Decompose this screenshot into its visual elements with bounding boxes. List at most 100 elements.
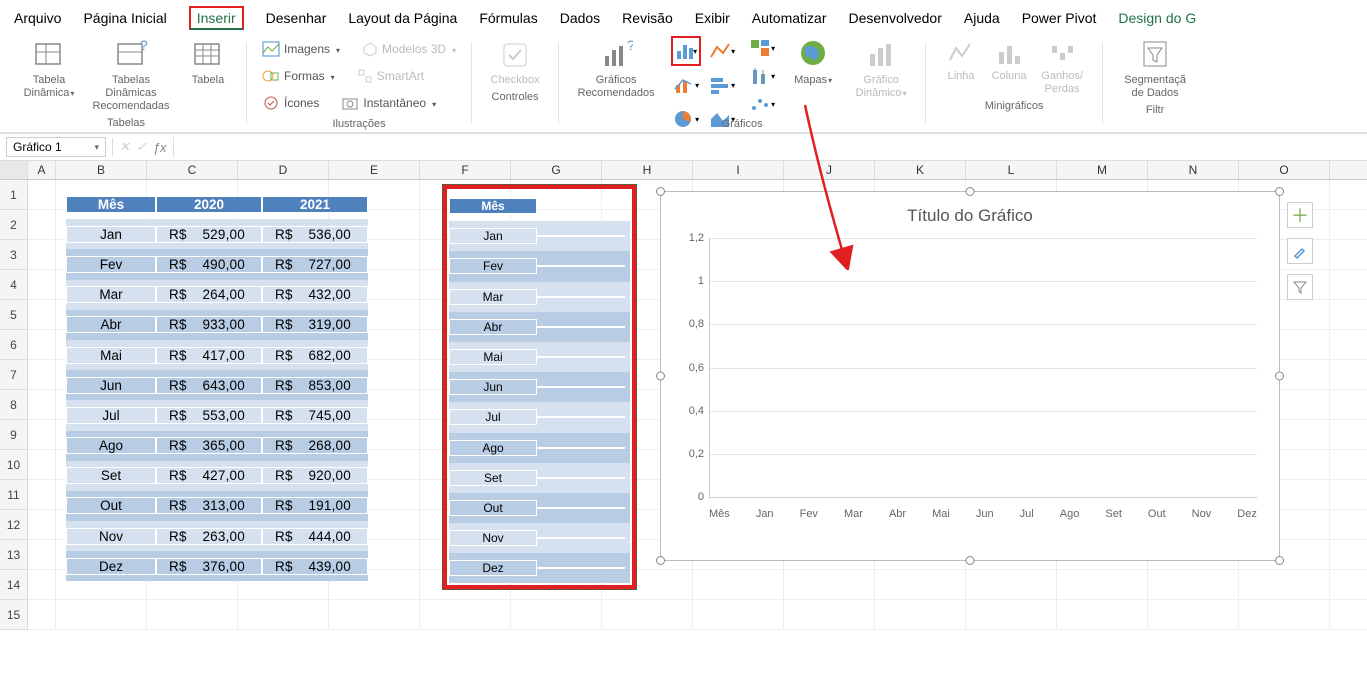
graficos-recomendados-button[interactable]: ? Gráficos Recomendados [571, 36, 661, 102]
segmentacao-button[interactable]: Segmentaçã de Dados [1115, 36, 1195, 102]
pie-chart-icon[interactable]: ▾ [671, 104, 701, 134]
stat-chart-icon[interactable]: ▾ [747, 64, 777, 88]
instantaneo-button[interactable]: Instantâneo [338, 93, 439, 113]
tab-inserir[interactable]: Inserir [189, 6, 244, 30]
chart-plot-area[interactable]: 00,20,40,60,811,2 [709, 238, 1257, 498]
tab-exibir[interactable]: Exibir [695, 10, 730, 26]
group-label: Filtr [1146, 104, 1164, 116]
col-header[interactable]: A [28, 161, 56, 179]
tab-arquivo[interactable]: Arquivo [14, 10, 61, 26]
tab-dados[interactable]: Dados [560, 10, 600, 26]
resize-handle[interactable] [966, 187, 975, 196]
col-header[interactable]: N [1148, 161, 1239, 179]
tab-desenhar[interactable]: Desenhar [266, 10, 327, 26]
row-header[interactable]: 14 [0, 570, 28, 600]
resize-handle[interactable] [1275, 556, 1284, 565]
resize-handle[interactable] [656, 187, 665, 196]
td: R$ 920,00 [262, 467, 368, 484]
td: Set [66, 467, 156, 484]
col-header[interactable]: K [875, 161, 966, 179]
col-header[interactable]: E [329, 161, 420, 179]
tabelas-dinamicas-rec-button[interactable]: ? Tabelas Dinâmicas Recomendadas [80, 36, 182, 115]
tabela-dinamica-button[interactable]: Tabela Dinâmica [18, 36, 80, 102]
line-chart-icon[interactable]: ▾ [707, 36, 737, 66]
col-header[interactable]: P [1330, 161, 1367, 179]
col-header[interactable]: J [784, 161, 875, 179]
chart-elements-button[interactable]: ＋ [1287, 202, 1313, 228]
row-header[interactable]: 8 [0, 390, 28, 420]
chart-object[interactable]: Título do Gráfico 00,20,40,60,811,2 MêsJ… [660, 191, 1280, 561]
row-header[interactable]: 15 [0, 600, 28, 630]
checkbox-button[interactable]: Checkbox [484, 36, 546, 89]
resize-handle[interactable] [1275, 187, 1284, 196]
tab-desenvolvedor[interactable]: Desenvolvedor [848, 10, 941, 26]
td: R$ 682,00 [262, 347, 368, 364]
tab-design[interactable]: Design do G [1118, 10, 1196, 26]
th: Mês [449, 198, 537, 214]
td [537, 356, 625, 358]
resize-handle[interactable] [966, 556, 975, 565]
bar-chart-icon[interactable]: ▾ [707, 70, 737, 100]
resize-handle[interactable] [1275, 372, 1284, 381]
td [537, 447, 625, 449]
tab-layout[interactable]: Layout da Página [348, 10, 457, 26]
resize-handle[interactable] [656, 556, 665, 565]
combo-chart-icon[interactable]: ▾ [671, 70, 701, 100]
col-header[interactable]: D [238, 161, 329, 179]
scatter-chart-icon[interactable]: ▾ [747, 92, 777, 116]
row-header[interactable]: 9 [0, 420, 28, 450]
row-header[interactable]: 7 [0, 360, 28, 390]
tab-pagina-inicial[interactable]: Página Inicial [83, 10, 166, 26]
chart-title[interactable]: Título do Gráfico [661, 206, 1279, 226]
col-header[interactable]: O [1239, 161, 1330, 179]
formas-button[interactable]: Formas [259, 66, 338, 86]
sparkline-winloss-button[interactable]: Ganhos/ Perdas [1034, 36, 1090, 98]
resize-handle[interactable] [656, 372, 665, 381]
formula-bar[interactable] [173, 137, 1361, 157]
col-header[interactable]: M [1057, 161, 1148, 179]
col-header[interactable]: L [966, 161, 1057, 179]
row-header[interactable]: 4 [0, 270, 28, 300]
row-header[interactable]: 1 [0, 180, 28, 210]
tab-ajuda[interactable]: Ajuda [964, 10, 1000, 26]
row-header[interactable]: 11 [0, 480, 28, 510]
grafico-dinamico-button[interactable]: Gráfico Dinâmico [849, 36, 913, 102]
td: Jun [449, 379, 537, 395]
col-header[interactable]: I [693, 161, 784, 179]
chart-filter-button[interactable] [1287, 274, 1313, 300]
tab-revisao[interactable]: Revisão [622, 10, 673, 26]
tab-automatizar[interactable]: Automatizar [752, 10, 827, 26]
formula-buttons[interactable]: ✕✓ƒx [119, 139, 167, 155]
col-header[interactable]: C [147, 161, 238, 179]
row-header[interactable]: 3 [0, 240, 28, 270]
row-header[interactable]: 12 [0, 510, 28, 540]
sparkline-line-button[interactable]: Linha [938, 36, 984, 85]
row-header[interactable]: 13 [0, 540, 28, 570]
sparkline-col-button[interactable]: Coluna [984, 36, 1034, 85]
name-box[interactable]: Gráfico 1 [6, 137, 106, 157]
smartart-button[interactable]: SmartArt [354, 66, 427, 86]
row-header[interactable]: 6 [0, 330, 28, 360]
tabela-button[interactable]: Tabela [182, 36, 234, 89]
hierarchy-chart-icon[interactable]: ▾ [747, 36, 777, 60]
selected-table[interactable]: Mês JanFevMarAbrMaiJunJulAgoSetOutNovDez [442, 184, 637, 590]
mapas-button[interactable]: Mapas [787, 36, 839, 89]
col-header[interactable]: B [56, 161, 147, 179]
chart-styles-button[interactable] [1287, 238, 1313, 264]
td: R$ 264,00 [156, 286, 262, 303]
column-chart-icon[interactable]: ▾ [671, 36, 701, 66]
icones-button[interactable]: Ícones [259, 93, 322, 113]
td [537, 326, 625, 328]
row-header[interactable]: 10 [0, 450, 28, 480]
imagens-button[interactable]: Imagens [259, 39, 343, 59]
modelos3d-button[interactable]: Modelos 3D [359, 39, 459, 59]
col-header[interactable]: F [420, 161, 511, 179]
tab-formulas[interactable]: Fórmulas [479, 10, 537, 26]
td: Jan [449, 228, 537, 244]
tab-power-pivot[interactable]: Power Pivot [1022, 10, 1097, 26]
row-header[interactable]: 2 [0, 210, 28, 240]
col-header[interactable]: G [511, 161, 602, 179]
row-header[interactable]: 5 [0, 300, 28, 330]
col-header[interactable]: H [602, 161, 693, 179]
worksheet-grid[interactable]: A B C D E F G H I J K L M N O P 12345678… [0, 161, 1367, 630]
